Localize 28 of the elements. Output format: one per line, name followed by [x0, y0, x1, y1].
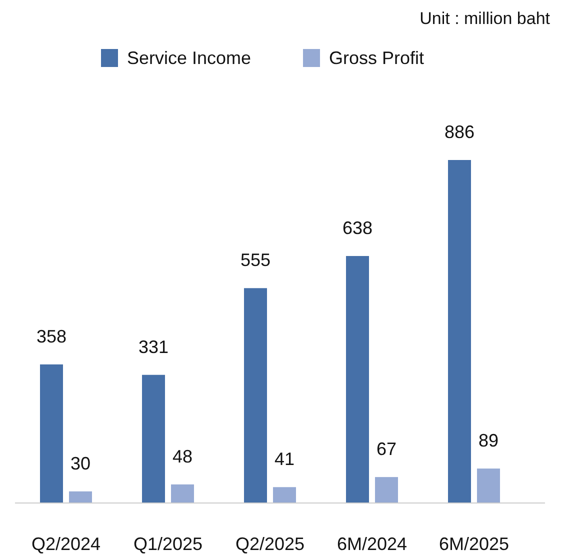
data-label: 555 [240, 250, 271, 270]
data-label: 30 [70, 453, 91, 474]
data-label: 48 [172, 446, 193, 466]
legend-label: Service Income [127, 48, 252, 68]
legend-label: Gross Profit [329, 48, 424, 68]
bar [273, 487, 296, 503]
data-label: 886 [444, 122, 475, 142]
bar [40, 364, 63, 503]
bar [69, 491, 92, 503]
bar [375, 477, 398, 503]
data-label: 638 [342, 218, 373, 238]
x-tick-label: 6M/2024 [336, 534, 408, 554]
bar [171, 484, 194, 503]
data-label: 41 [274, 449, 295, 470]
bar [142, 374, 165, 503]
bar [477, 468, 500, 503]
bar [244, 288, 267, 503]
text: Unit : million baht [420, 9, 550, 28]
x-tick-label: Q2/2025 [235, 534, 305, 554]
x-tick-label: Q2/2024 [31, 534, 101, 554]
data-label: 89 [478, 430, 499, 451]
data-label: 331 [138, 336, 169, 357]
bar [346, 256, 369, 503]
bar [448, 160, 471, 503]
data-label: 67 [376, 439, 397, 460]
x-tick-label: 6M/2025 [438, 534, 510, 554]
data-label: 358 [36, 326, 67, 346]
x-tick-label: Q1/2025 [133, 534, 203, 554]
